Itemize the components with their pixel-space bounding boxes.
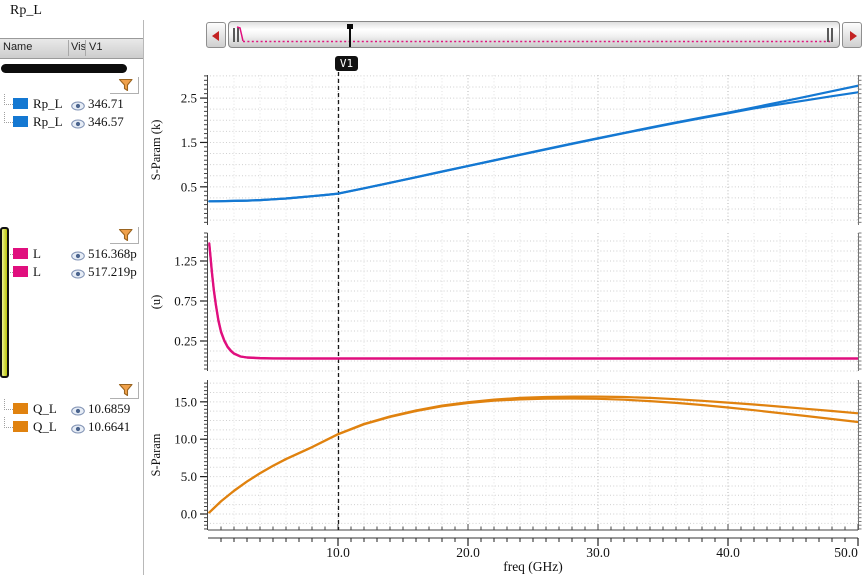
trace-color-swatch[interactable] xyxy=(13,266,28,277)
tree-elbow xyxy=(4,112,13,123)
x-tick-label: 10.0 xyxy=(326,545,350,560)
funnel-icon xyxy=(118,228,133,242)
y-axis-label: S-Param (k) xyxy=(149,120,163,181)
funnel-icon xyxy=(118,383,133,397)
y-tick-label: 15.0 xyxy=(174,394,197,409)
filter-button[interactable] xyxy=(110,382,139,399)
range-grip-right[interactable] xyxy=(827,28,833,42)
x-tick-label: 20.0 xyxy=(456,545,480,560)
column-header-name[interactable]: Name xyxy=(3,41,33,53)
signal-row[interactable]: Q_L 10.6641 xyxy=(0,417,143,438)
marker-value: 517.219p xyxy=(88,264,137,279)
overview-scrollbar xyxy=(206,21,862,49)
scroll-right-button[interactable] xyxy=(842,22,862,48)
signal-name: Rp_L xyxy=(33,114,63,129)
trace-color-swatch[interactable] xyxy=(13,98,28,109)
x-tick-label: 30.0 xyxy=(586,545,610,560)
trace-group xyxy=(208,242,858,360)
y-tick-label: 1.25 xyxy=(174,254,197,269)
eye-icon[interactable] xyxy=(71,406,85,416)
right-arrow-icon xyxy=(850,31,857,41)
trace-L[interactable] xyxy=(208,242,858,360)
signal-row[interactable]: Q_L 10.6859 xyxy=(0,399,143,420)
range-grip-left[interactable] xyxy=(233,28,239,42)
y-axis-label: S-Param xyxy=(149,433,163,476)
overview-track[interactable] xyxy=(228,21,840,48)
filter-button[interactable] xyxy=(110,227,139,244)
marker-value: 346.71 xyxy=(88,96,124,111)
trace-color-swatch[interactable] xyxy=(13,421,28,432)
signal-row[interactable]: Rp_L 346.71 xyxy=(0,94,143,115)
x-axis-label: freq (GHz) xyxy=(503,559,563,574)
signal-row[interactable]: L 517.219p xyxy=(0,262,143,283)
trace-Rp_L[interactable] xyxy=(208,91,858,203)
filter-button[interactable] xyxy=(110,77,139,94)
visibility-toggle[interactable] xyxy=(71,99,85,115)
axes: 0.5 1.5 2.5 S-Param (k) 0.25 0.75 1.25 (u) 0.0 5.… xyxy=(149,75,862,574)
trace-color-swatch[interactable] xyxy=(13,248,28,259)
v1-marker-handle[interactable] xyxy=(347,24,353,47)
eye-icon[interactable] xyxy=(71,101,85,111)
trace-Rp_L[interactable] xyxy=(208,84,858,203)
marker-value: 516.368p xyxy=(88,246,137,261)
y-tick-label: 0.0 xyxy=(181,506,197,521)
column-divider xyxy=(68,40,69,56)
y-tick-label: 0.5 xyxy=(181,179,197,194)
eye-icon[interactable] xyxy=(71,119,85,129)
visibility-toggle[interactable] xyxy=(71,117,85,133)
tree-elbow xyxy=(4,399,13,410)
y-tick-label: 10.0 xyxy=(174,432,197,447)
column-header-v1[interactable]: V1 xyxy=(89,41,103,53)
visibility-toggle[interactable] xyxy=(71,267,85,283)
collapsed-group-bar[interactable] xyxy=(1,64,127,73)
tree-elbow xyxy=(4,94,13,105)
y-tick-label: 5.0 xyxy=(181,469,197,484)
y-tick-label: 1.5 xyxy=(181,135,197,150)
x-tick-label: 40.0 xyxy=(716,545,740,560)
trace-L[interactable] xyxy=(208,243,858,360)
y-axis-label: (u) xyxy=(149,295,163,310)
y-tick-label: 2.5 xyxy=(181,91,197,106)
trace-color-swatch[interactable] xyxy=(13,116,28,127)
trace-group xyxy=(208,84,858,203)
tree-elbow xyxy=(4,417,13,428)
column-header-vis[interactable]: Vis xyxy=(71,41,87,53)
eye-icon[interactable] xyxy=(71,269,85,279)
signal-table-header: Name Vis V1 xyxy=(0,38,144,59)
marker-value: 10.6641 xyxy=(88,419,131,434)
eye-icon[interactable] xyxy=(71,424,85,434)
visibility-toggle[interactable] xyxy=(71,249,85,265)
funnel-icon xyxy=(118,78,133,92)
marker-value: 346.57 xyxy=(88,114,124,129)
gridlines xyxy=(210,75,859,530)
y-tick-label: 0.75 xyxy=(174,294,197,309)
active-strip-indicator[interactable] xyxy=(0,227,9,378)
eye-icon[interactable] xyxy=(71,251,85,261)
x-tick-label: 50.0 xyxy=(834,545,858,560)
signal-name: Q_L xyxy=(33,401,57,416)
overview-minicurve xyxy=(236,26,831,43)
signal-row[interactable]: Rp_L 346.57 xyxy=(0,112,143,133)
signal-row[interactable]: L 516.368p xyxy=(0,244,143,265)
visibility-toggle[interactable] xyxy=(71,404,85,420)
v1-marker-label[interactable]: V1 xyxy=(335,56,358,71)
marker-value: 10.6859 xyxy=(88,401,131,416)
scroll-left-button[interactable] xyxy=(206,22,226,48)
trace-Q_L[interactable] xyxy=(208,397,858,514)
visibility-toggle[interactable] xyxy=(71,422,85,438)
panel-divider[interactable] xyxy=(143,20,144,575)
column-divider xyxy=(85,40,86,56)
trace-color-swatch[interactable] xyxy=(13,403,28,414)
trace-group xyxy=(208,395,858,514)
signal-name: L xyxy=(33,264,41,279)
signal-name: Q_L xyxy=(33,419,57,434)
page-title: Rp_L xyxy=(10,3,42,18)
signal-name: Rp_L xyxy=(33,96,63,111)
y-tick-label: 0.25 xyxy=(174,334,197,349)
left-arrow-icon xyxy=(212,31,219,41)
signal-name: L xyxy=(33,246,41,261)
